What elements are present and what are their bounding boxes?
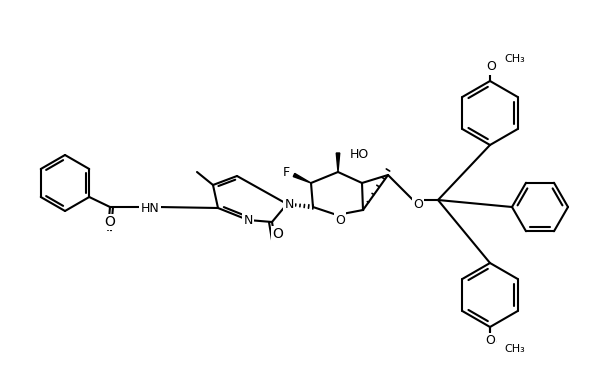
Text: O: O (486, 336, 496, 348)
Text: O: O (335, 213, 345, 226)
Text: N: N (285, 198, 294, 210)
Polygon shape (336, 153, 340, 172)
Text: O: O (272, 227, 283, 241)
Text: CH₃: CH₃ (504, 344, 525, 354)
Text: F: F (283, 166, 289, 178)
Text: CH₃: CH₃ (504, 54, 525, 64)
Text: O: O (486, 60, 496, 74)
Text: N: N (243, 213, 253, 226)
Text: HO: HO (350, 149, 369, 162)
Text: O: O (485, 335, 495, 347)
Text: HN: HN (140, 202, 159, 216)
Text: O: O (105, 215, 116, 229)
Polygon shape (293, 173, 311, 183)
Text: O: O (413, 198, 423, 212)
